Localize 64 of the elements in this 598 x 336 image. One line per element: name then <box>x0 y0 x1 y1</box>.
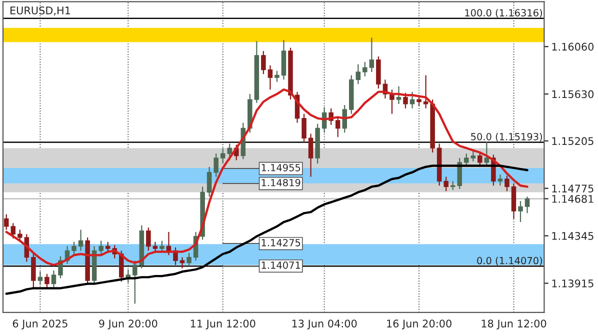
candlestick <box>206 166 212 198</box>
candlestick <box>362 61 368 77</box>
candlestick <box>98 240 104 255</box>
candlestick <box>302 113 306 144</box>
candlestick <box>72 241 76 256</box>
y-tick-label: 1.14775 <box>552 184 594 192</box>
candlestick <box>478 152 482 168</box>
ref-line-label: 100.0 (1.16316) <box>465 8 542 18</box>
annotation: 1.14275 <box>262 238 300 246</box>
candlestick <box>457 157 462 190</box>
candlestick <box>504 175 510 192</box>
candlestick <box>214 153 218 178</box>
y-tick-label: 1.14345 <box>552 232 594 240</box>
candlestick <box>518 200 523 223</box>
ref-line-label: 50.0 (1.15193) <box>471 132 542 142</box>
candlestick <box>51 270 56 288</box>
annotation: 1.14071 <box>262 262 300 269</box>
candlestick <box>464 153 469 168</box>
y-tick-label: 1.15205 <box>552 137 594 146</box>
candlestick <box>10 222 16 240</box>
x-tick-label: 13 Jun 04:00 <box>292 320 357 330</box>
candlestick <box>470 150 476 162</box>
y-tick-label: 1.16060 <box>552 42 594 51</box>
candlestick <box>268 64 273 90</box>
candlestick <box>18 229 22 242</box>
x-tick-label: 16 Jun 20:00 <box>387 320 452 330</box>
candlestick <box>498 174 503 186</box>
candlestick <box>126 268 131 284</box>
candlestick <box>31 253 36 290</box>
ref-line-label: 0.0 (1.14070) <box>477 256 542 266</box>
candlestick <box>335 116 340 138</box>
candlestick <box>274 70 280 82</box>
x-tick-label: 6 Jun 2025 <box>12 320 68 330</box>
chart-title: EURUSD,H1 <box>10 6 70 16</box>
candlestick <box>160 240 164 252</box>
annotation: 1.14819 <box>262 178 300 186</box>
x-tick-label: 11 Jun 12:00 <box>190 320 256 330</box>
y-tick-label: 1.15630 <box>552 90 594 98</box>
annotation: 1.14955 <box>262 164 300 172</box>
y-tick-label: 1.13915 <box>552 279 594 288</box>
candlestick <box>261 50 266 75</box>
candlestick <box>342 104 347 134</box>
candlestick <box>423 74 428 109</box>
candlestick <box>44 273 50 289</box>
candlestick <box>403 92 408 109</box>
x-tick-label: 18 Jun 12:00 <box>482 320 546 330</box>
candlestick <box>396 86 402 105</box>
candlestick <box>146 226 151 252</box>
candlestick <box>484 140 490 166</box>
candlestick <box>444 176 448 192</box>
candlestick <box>356 64 361 85</box>
candlestick <box>186 252 192 267</box>
candlestick <box>308 133 314 178</box>
candlestick <box>524 196 530 214</box>
candlestick <box>78 229 84 252</box>
y-tick-label: 1.14681 <box>552 194 594 203</box>
candlestick <box>369 37 374 73</box>
candlestick <box>220 148 226 164</box>
x-tick-label: 9 Jun 20:00 <box>99 320 158 330</box>
candlestick <box>4 214 9 230</box>
candlestick <box>410 91 415 109</box>
candlestick <box>118 250 124 282</box>
candlestick <box>38 271 43 286</box>
candlestick <box>132 260 138 304</box>
